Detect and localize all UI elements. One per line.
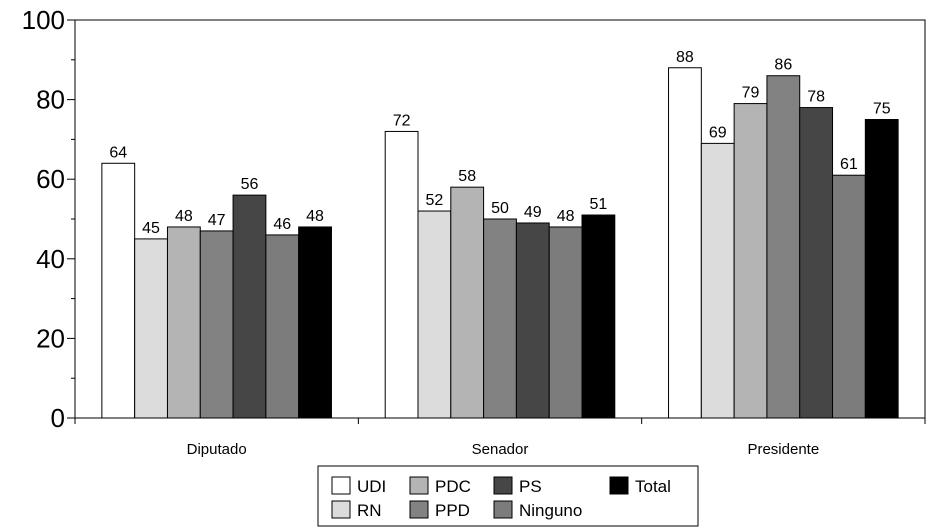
data-label: 58 <box>458 168 476 185</box>
bar-udi <box>101 162 136 419</box>
bar-total <box>581 214 616 419</box>
data-label: 64 <box>109 144 127 161</box>
legend-swatch-udi <box>331 476 351 495</box>
data-label: 48 <box>175 208 193 225</box>
data-label: 50 <box>491 200 509 217</box>
legend-label: Total <box>635 477 671 496</box>
bar-total <box>298 226 332 419</box>
legend-label: PS <box>519 477 542 496</box>
bar-rn <box>700 142 735 419</box>
y-tick-label: 60 <box>36 164 65 194</box>
data-label: 46 <box>273 216 291 233</box>
bar-ninguno <box>548 226 583 419</box>
data-label: 49 <box>524 204 542 221</box>
data-label: 47 <box>208 212 226 229</box>
legend-swatch-ninguno <box>493 500 513 519</box>
legend-swatch-total <box>609 476 629 495</box>
legend-label: Ninguno <box>519 501 582 520</box>
bar-pdc <box>166 226 201 419</box>
legend-swatch-ps <box>493 476 513 495</box>
bar-udi <box>668 67 702 419</box>
bar-ps <box>799 107 834 419</box>
bar-pdc <box>450 186 485 419</box>
y-tick-label: 80 <box>36 85 65 115</box>
legend-swatch-pdc <box>409 476 429 495</box>
bar-rn <box>417 210 452 419</box>
x-category-label: Presidente <box>747 441 819 458</box>
data-label: 45 <box>142 220 160 237</box>
legend-label: PDC <box>435 477 471 496</box>
data-label: 61 <box>840 156 858 173</box>
bar-ppd <box>483 218 517 419</box>
legend-label: PPD <box>435 501 470 520</box>
x-category-label: Diputado <box>187 441 247 458</box>
bar-ppd <box>199 230 234 419</box>
bar-ps <box>232 194 267 419</box>
data-label: 69 <box>709 124 727 141</box>
bar-udi <box>384 130 419 419</box>
bar-ninguno <box>832 174 866 419</box>
legend-swatch-ppd <box>409 500 429 519</box>
data-label: 56 <box>241 176 259 193</box>
data-label: 48 <box>557 208 575 225</box>
bar-rn <box>134 238 168 419</box>
y-tick-label: 20 <box>36 323 65 353</box>
data-label: 75 <box>873 101 891 118</box>
legend-label: UDI <box>357 477 386 496</box>
bar-pdc <box>733 103 768 419</box>
data-label: 88 <box>676 49 694 66</box>
data-label: 86 <box>774 57 792 74</box>
bar-ppd <box>766 75 801 419</box>
legend-label: RN <box>357 501 382 520</box>
bar-total <box>864 119 899 419</box>
data-label: 52 <box>426 192 444 209</box>
y-tick-label: 0 <box>51 403 65 433</box>
data-label: 79 <box>742 85 760 102</box>
data-label: 78 <box>807 89 825 106</box>
x-category-label: Senador <box>472 441 529 458</box>
bar-ninguno <box>265 234 300 419</box>
y-tick-label: 40 <box>36 244 65 274</box>
y-tick-label: 100 <box>22 5 65 35</box>
legend-swatch-rn <box>331 500 351 519</box>
bar-ps <box>515 222 550 419</box>
data-label: 48 <box>306 208 324 225</box>
data-label: 51 <box>590 196 608 213</box>
data-label: 72 <box>393 112 411 129</box>
